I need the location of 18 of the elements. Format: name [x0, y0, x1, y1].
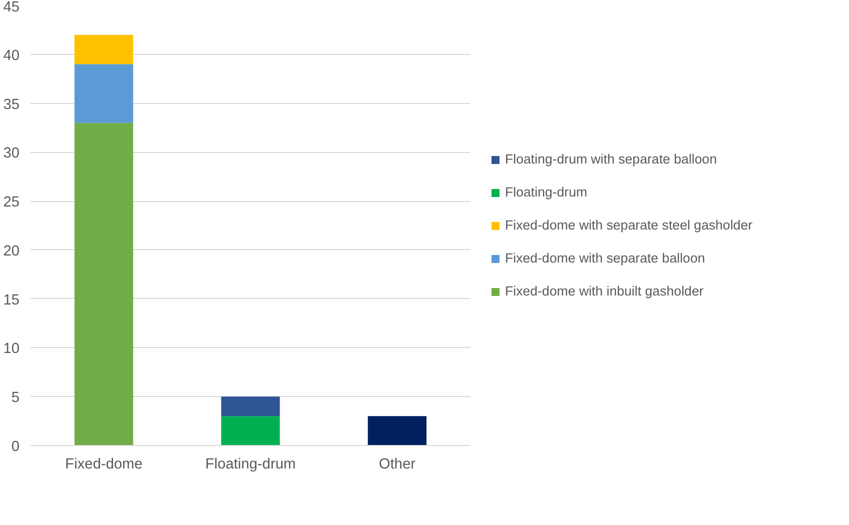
x-tick-label: Floating-drum — [205, 456, 296, 472]
y-tick-label: 45 — [3, 0, 20, 16]
y-tick-label: 40 — [3, 48, 20, 64]
y-tick-label: 0 — [11, 439, 20, 455]
y-tick-label: 35 — [3, 96, 20, 113]
y-tick-label: 30 — [3, 146, 20, 162]
y-tick-label: 15 — [3, 292, 20, 308]
legend-label: Fixed-dome with separate balloon — [505, 250, 706, 266]
y-tick-label: 25 — [3, 194, 20, 211]
legend-label: Fixed-dome with inbuilt gasholder — [505, 284, 704, 298]
x-tick-label: Fixed-dome — [65, 456, 143, 472]
legend-label: Fixed-dome with separate steel gasholder — [505, 218, 752, 232]
y-tick-label: 10 — [3, 341, 20, 358]
y-tick-label: 5 — [11, 390, 20, 406]
legend-label: Floating-drum — [505, 184, 588, 200]
legend-label: Floating-drum with separate balloon — [505, 152, 717, 166]
y-tick-label: 20 — [3, 243, 20, 260]
x-tick-label: Other — [378, 456, 416, 472]
